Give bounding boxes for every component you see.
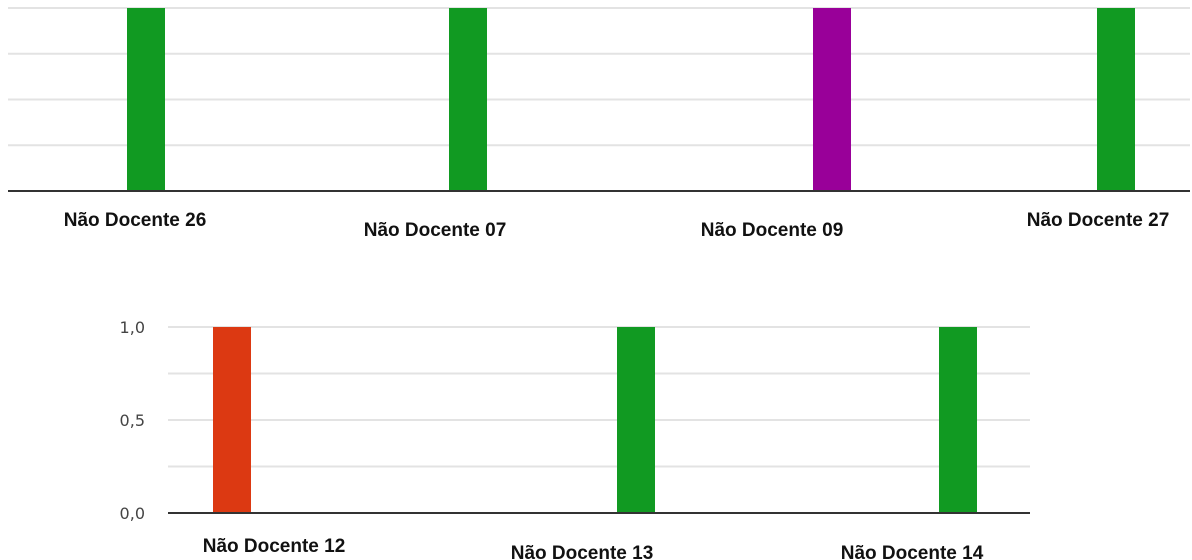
bottom-bar-2: [939, 327, 977, 513]
top-category-label-2: Não Docente 09: [701, 220, 844, 241]
top-bar-2: [813, 8, 851, 191]
top-chart: Não Docente 26 Não Docente 07 Não Docente …: [0, 0, 1192, 250]
top-category-label-0: Não Docente 26: [64, 210, 207, 231]
top-chart-svg: Não Docente 26 Não Docente 07 Não Docente …: [8, 7, 1190, 241]
bottom-chart-svg: 1,0 0,5 0,0 Não Docente 12 Não Docente 13 Não…: [120, 318, 1030, 560]
y-tick-label-2: 0,0: [120, 504, 145, 523]
bottom-category-label-2: Não Docente 14: [841, 543, 984, 560]
y-tick-label-1: 0,5: [120, 411, 145, 430]
bottom-category-label-0: Não Docente 12: [203, 536, 346, 557]
top-category-label-3: Não Docente 27: [1027, 210, 1170, 231]
top-bar-0: [127, 8, 165, 191]
bottom-chart: 1,0 0,5 0,0 Não Docente 12 Não Docente 13 Não…: [0, 300, 1192, 560]
bottom-category-label-1: Não Docente 13: [511, 543, 654, 560]
top-bar-3: [1097, 8, 1135, 191]
bottom-bar-0: [213, 327, 251, 513]
top-bar-1: [449, 8, 487, 191]
top-category-label-1: Não Docente 07: [364, 220, 507, 241]
y-tick-label-0: 1,0: [120, 318, 145, 337]
bottom-bar-1: [617, 327, 655, 513]
